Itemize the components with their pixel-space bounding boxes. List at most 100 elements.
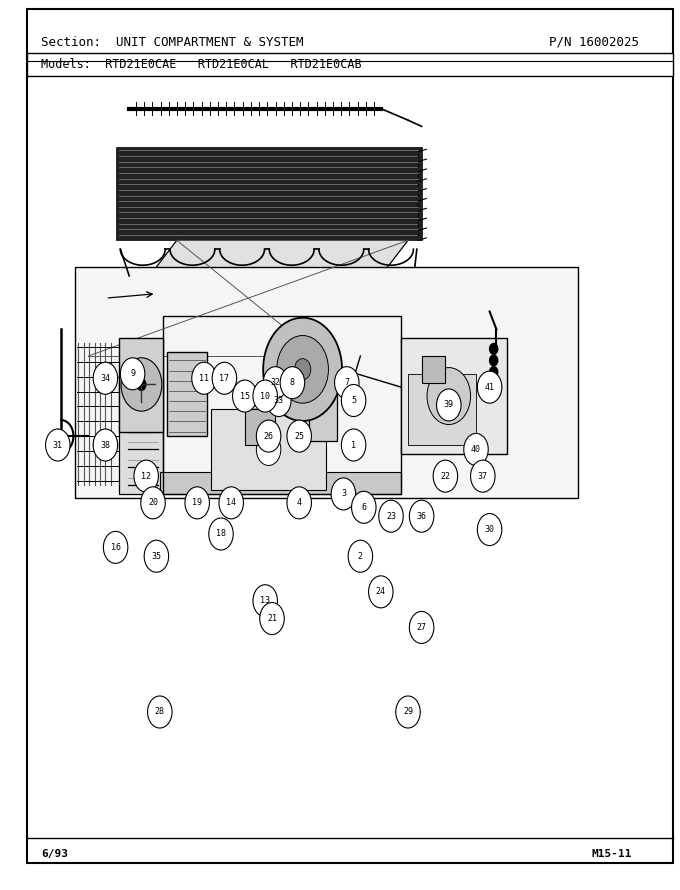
Circle shape (263, 318, 342, 421)
Bar (119, 338, 163, 432)
Circle shape (477, 371, 502, 403)
Text: 36: 36 (417, 512, 426, 521)
Circle shape (277, 336, 328, 403)
Circle shape (256, 433, 281, 465)
Circle shape (352, 491, 376, 523)
Bar (160, 472, 401, 494)
Circle shape (490, 344, 498, 354)
Text: 5: 5 (351, 396, 356, 405)
Circle shape (233, 380, 257, 412)
Circle shape (192, 362, 216, 394)
Circle shape (263, 367, 288, 399)
Text: 31: 31 (53, 441, 63, 449)
Text: 19: 19 (192, 498, 202, 507)
Circle shape (185, 487, 209, 519)
Text: 6/93: 6/93 (41, 849, 68, 860)
Circle shape (273, 378, 282, 391)
Circle shape (93, 429, 118, 461)
Bar (116, 147, 422, 240)
Text: 35: 35 (152, 552, 161, 561)
Text: 21: 21 (267, 614, 277, 623)
Circle shape (379, 500, 403, 532)
Bar (163, 316, 401, 494)
Circle shape (409, 500, 434, 532)
Circle shape (348, 540, 373, 572)
Text: 8: 8 (290, 378, 295, 387)
Circle shape (121, 358, 162, 411)
Bar (75, 267, 578, 498)
Circle shape (490, 355, 498, 366)
Circle shape (341, 429, 366, 461)
Text: 1: 1 (351, 441, 356, 449)
Bar (245, 409, 275, 445)
Circle shape (260, 603, 284, 635)
Circle shape (287, 487, 311, 519)
Circle shape (369, 576, 393, 608)
Text: Section:  UNIT COMPARTMENT & SYSTEM: Section: UNIT COMPARTMENT & SYSTEM (41, 36, 303, 49)
Circle shape (471, 460, 495, 492)
Bar (211, 409, 326, 490)
Circle shape (103, 531, 128, 563)
Text: 23: 23 (386, 512, 396, 521)
Circle shape (141, 487, 165, 519)
Circle shape (433, 460, 458, 492)
Bar (27, 53, 673, 76)
Circle shape (253, 380, 277, 412)
Circle shape (273, 387, 282, 400)
Circle shape (287, 420, 311, 452)
Text: 33: 33 (274, 396, 284, 405)
Circle shape (209, 518, 233, 550)
Text: 30: 30 (485, 525, 494, 534)
Circle shape (427, 368, 471, 425)
Circle shape (409, 611, 434, 643)
Circle shape (396, 696, 420, 728)
Circle shape (267, 384, 291, 417)
Text: 7: 7 (344, 378, 350, 387)
Circle shape (120, 358, 145, 390)
Bar (167, 352, 207, 436)
Text: 24: 24 (376, 587, 386, 596)
Text: 4: 4 (296, 498, 302, 507)
Circle shape (137, 378, 146, 391)
Text: 10: 10 (260, 392, 270, 401)
Circle shape (46, 429, 70, 461)
Circle shape (93, 362, 118, 394)
Circle shape (212, 362, 237, 394)
Text: 12: 12 (141, 472, 151, 481)
Text: 6: 6 (361, 503, 367, 512)
Circle shape (256, 420, 281, 452)
Text: 11: 11 (199, 374, 209, 383)
Text: 9: 9 (130, 369, 135, 378)
Circle shape (335, 367, 359, 399)
Circle shape (253, 585, 277, 617)
Circle shape (341, 384, 366, 417)
Bar (422, 356, 445, 383)
Text: 26: 26 (264, 432, 273, 441)
Circle shape (148, 696, 172, 728)
Text: 32: 32 (271, 378, 280, 387)
Circle shape (219, 487, 243, 519)
Text: 3: 3 (341, 490, 346, 498)
Bar (401, 338, 507, 454)
Bar (408, 374, 476, 445)
Text: 20: 20 (148, 498, 158, 507)
Text: 29: 29 (403, 708, 413, 716)
Text: 37: 37 (478, 472, 488, 481)
Text: 2: 2 (358, 552, 363, 561)
Text: 27: 27 (417, 623, 426, 632)
Text: Models:  RTD21E0CAE   RTD21E0CAL   RTD21E0CAB: Models: RTD21E0CAE RTD21E0CAL RTD21E0CAB (41, 59, 362, 71)
Text: 16: 16 (111, 543, 120, 552)
Bar (309, 392, 337, 441)
Circle shape (144, 540, 169, 572)
Text: 28: 28 (155, 708, 165, 716)
Text: 14: 14 (226, 498, 236, 507)
Text: 17: 17 (220, 374, 229, 383)
Text: 38: 38 (101, 441, 110, 449)
Text: P/N 16002025: P/N 16002025 (549, 36, 639, 49)
Text: 25: 25 (294, 432, 304, 441)
Text: 18: 18 (216, 530, 226, 538)
Circle shape (464, 433, 488, 465)
Text: 39: 39 (444, 400, 454, 409)
Circle shape (490, 367, 498, 377)
Circle shape (134, 460, 158, 492)
